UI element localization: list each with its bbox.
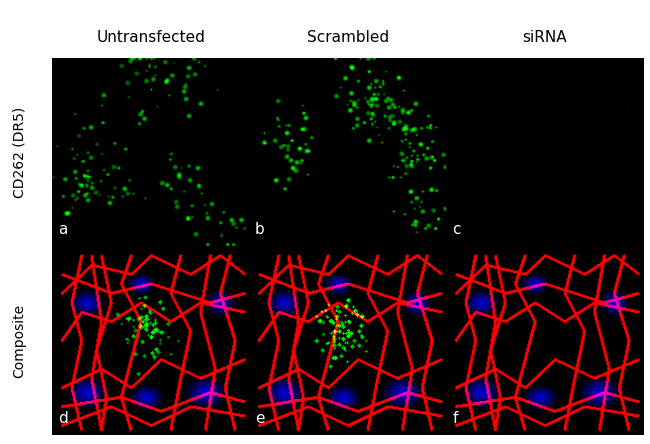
Text: CD262 (DR5): CD262 (DR5)	[12, 107, 27, 198]
Text: Scrambled: Scrambled	[307, 30, 389, 45]
Text: Composite: Composite	[12, 304, 27, 378]
Text: b: b	[255, 222, 265, 237]
Text: siRNA: siRNA	[523, 30, 567, 45]
Text: d: d	[58, 411, 68, 426]
Text: Untransfected: Untransfected	[96, 30, 205, 45]
Text: e: e	[255, 411, 265, 426]
Text: c: c	[452, 222, 461, 237]
Text: f: f	[452, 411, 458, 426]
Text: a: a	[58, 222, 68, 237]
